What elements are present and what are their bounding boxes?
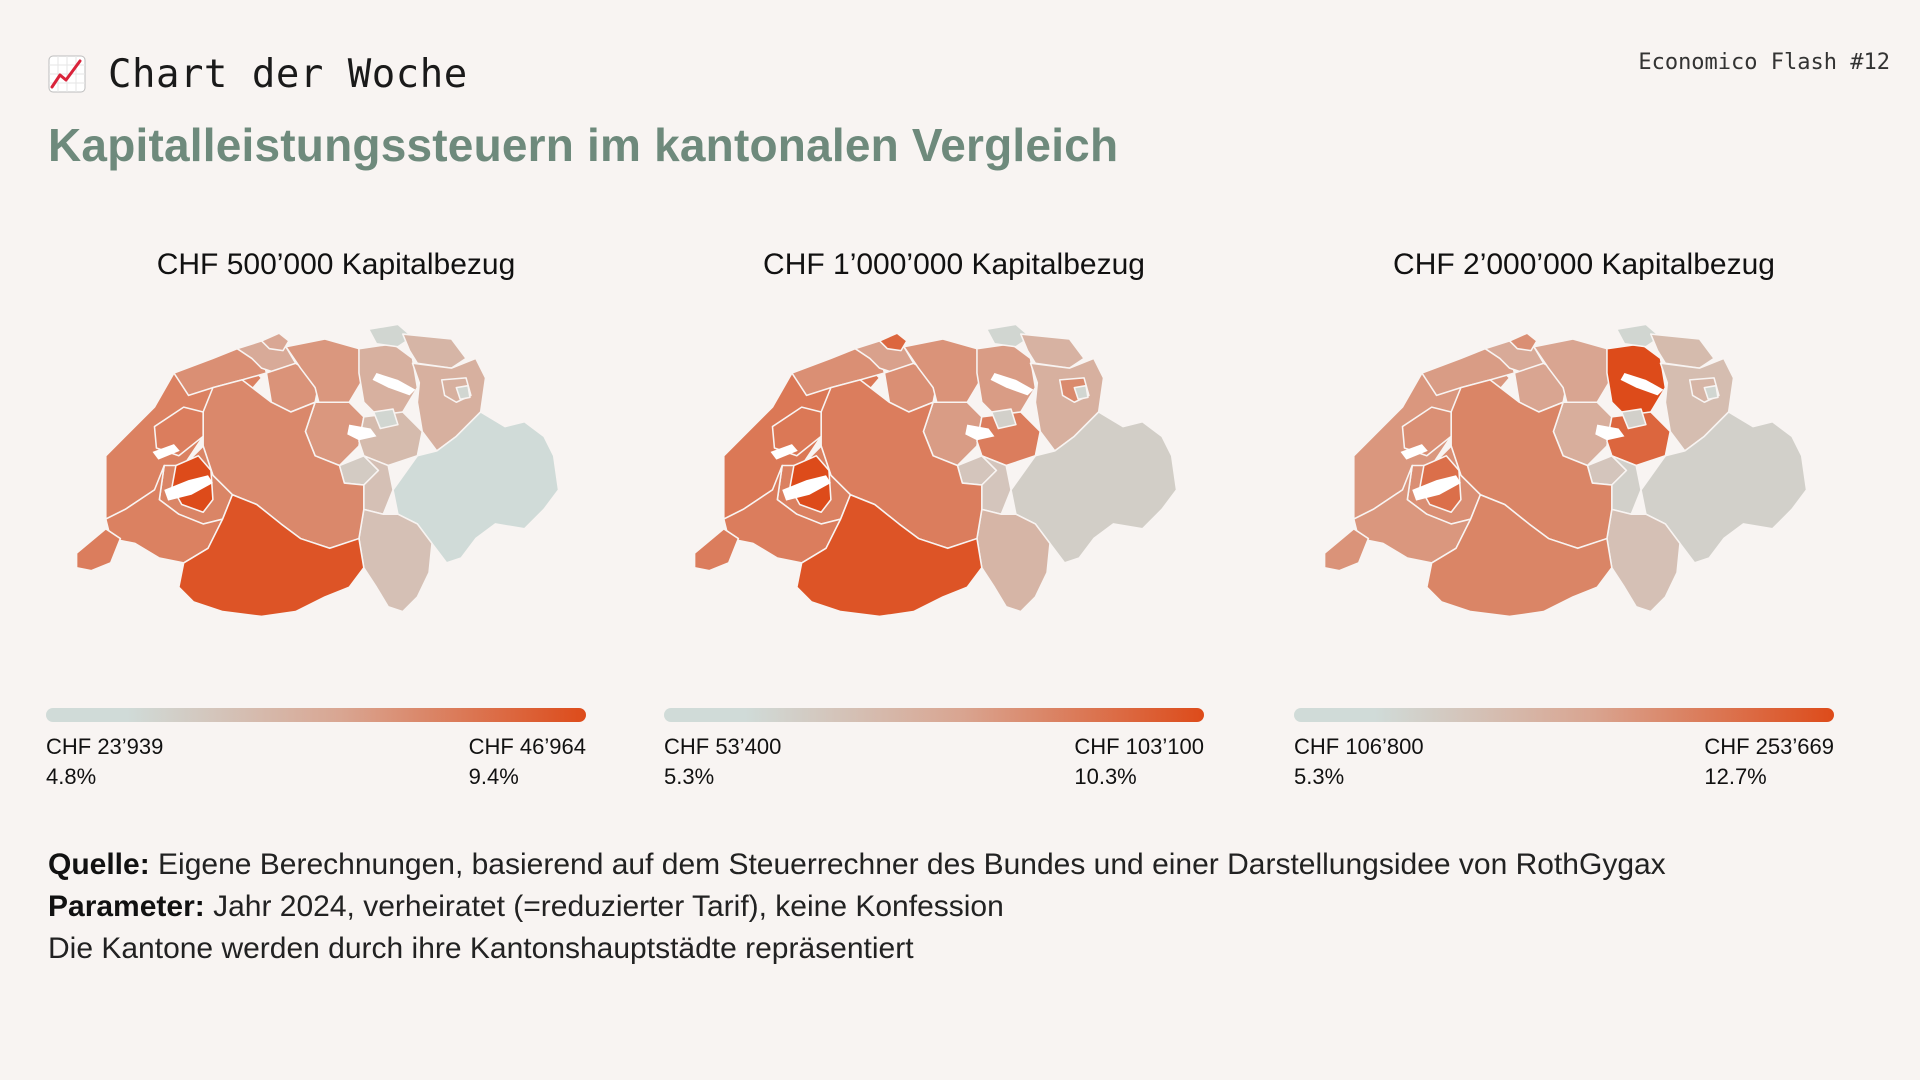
lake-0: [1412, 475, 1461, 501]
parameter-line: Parameter: Jahr 2024, verheiratet (=redu…: [48, 886, 1666, 928]
lake-3: [1595, 424, 1625, 441]
parameter-text: Jahr 2024, verheiratet (=reduzierter Tar…: [204, 890, 1004, 923]
lake-0: [782, 475, 831, 501]
legend-max: CHF 46’964 9.4%: [469, 732, 586, 792]
source-label: Quelle:: [48, 848, 150, 881]
lake-1: [1400, 444, 1428, 460]
switzerland-choropleth-map: [75, 323, 560, 618]
map-panel-1m: CHF 1’000’000 Kapitalbezug CHF 53’400 5.…: [644, 240, 1264, 800]
legend-min-rate: 4.8%: [46, 764, 97, 789]
legend-max-rate: 10.3%: [1074, 764, 1137, 789]
legend-max-amount: CHF 253’669: [1704, 734, 1834, 759]
canton-region-ai: [455, 384, 471, 401]
canton-region-geneva: [75, 528, 122, 572]
legend-min-amount: CHF 106’800: [1294, 734, 1424, 759]
source-text: Eigene Berechnungen, basierend auf dem S…: [149, 848, 1666, 881]
issue-label: Economico Flash #12: [1638, 50, 1890, 75]
legend-min: CHF 106’800 5.3%: [1294, 732, 1424, 792]
legend-min-rate: 5.3%: [664, 764, 715, 789]
lake-2: [990, 373, 1034, 396]
lake-2: [372, 373, 416, 396]
panel-title: CHF 1’000’000 Kapitalbezug: [763, 248, 1145, 281]
legend-max: CHF 253’669 12.7%: [1704, 732, 1834, 792]
canton-region-ai: [1073, 384, 1089, 401]
legend-max-rate: 12.7%: [1704, 764, 1767, 789]
canton-region-neuchatel: [1401, 406, 1452, 457]
legend-max-rate: 9.4%: [468, 764, 519, 789]
canton-region-wallis: [796, 493, 983, 618]
source-line: Quelle: Eigene Berechnungen, basierend a…: [48, 844, 1666, 886]
footer-notes: Quelle: Eigene Berechnungen, basierend a…: [48, 844, 1666, 970]
canton-region-baselcity: [1508, 332, 1538, 352]
canton-region-neuchatel: [153, 406, 204, 457]
legend-max-amount: CHF 46’964: [468, 734, 586, 759]
brand-row: Chart der Woche: [48, 46, 468, 102]
canton-region-zugsz: [976, 411, 1042, 467]
parameter-label: Parameter:: [48, 890, 205, 923]
chart-increasing-icon: [48, 55, 86, 93]
canton-region-graubuenden: [1010, 411, 1178, 564]
lake-1: [152, 444, 180, 460]
note-line: Die Kantone werden durch ihre Kantonshau…: [48, 932, 914, 965]
canton-region-graubuenden: [392, 411, 560, 564]
canton-region-zugsz: [358, 411, 424, 467]
legend-max-amount: CHF 103’100: [1074, 734, 1204, 759]
legend-max: CHF 103’100 10.3%: [1074, 732, 1204, 792]
legend-min: CHF 53’400 5.3%: [664, 732, 781, 792]
legend-min-amount: CHF 23’939: [46, 734, 164, 759]
panel-title: CHF 500’000 Kapitalbezug: [156, 248, 516, 281]
legend-min-rate: 5.3%: [1294, 764, 1345, 789]
canton-region-baselcity: [878, 332, 908, 352]
lake-0: [164, 475, 213, 501]
map-panel-500k: CHF 500’000 Kapitalbezug CHF 23’939 4.8%…: [26, 240, 646, 800]
canton-region-wallis: [1426, 493, 1613, 618]
color-scale-bar: [1294, 708, 1834, 722]
canton-region-zug: [990, 408, 1017, 430]
canton-region-geneva: [1323, 528, 1370, 572]
canton-region-wallis: [178, 493, 365, 618]
brand-title: Chart der Woche: [108, 51, 468, 97]
panel-title: CHF 2’000’000 Kapitalbezug: [1393, 248, 1775, 281]
canton-region-vaud: [1353, 464, 1472, 564]
page-title: Kapitalleistungssteuern im kantonalen Ve…: [48, 119, 1119, 171]
lake-2: [1620, 373, 1664, 396]
canton-region-zug: [372, 408, 399, 430]
canton-region-neuchatel: [771, 406, 822, 457]
canton-region-zugsz: [1606, 411, 1672, 467]
canton-region-geneva: [693, 528, 740, 572]
canton-region-baselcity: [260, 332, 290, 352]
canton-region-zug: [1620, 408, 1647, 430]
canton-region-ai: [1703, 384, 1719, 401]
switzerland-choropleth-map: [693, 323, 1178, 618]
color-scale-bar: [664, 708, 1204, 722]
color-scale-bar: [46, 708, 586, 722]
canton-region-vaud: [105, 464, 224, 564]
lake-1: [770, 444, 798, 460]
lake-3: [965, 424, 995, 441]
legend-min: CHF 23’939 4.8%: [46, 732, 163, 792]
legend-min-amount: CHF 53’400: [664, 734, 782, 759]
canton-region-vaud: [723, 464, 842, 564]
lake-3: [347, 424, 377, 441]
switzerland-choropleth-map: [1323, 323, 1808, 618]
map-panel-2m: CHF 2’000’000 Kapitalbezug CHF 106’800 5…: [1274, 240, 1894, 800]
canton-region-graubuenden: [1640, 411, 1808, 564]
